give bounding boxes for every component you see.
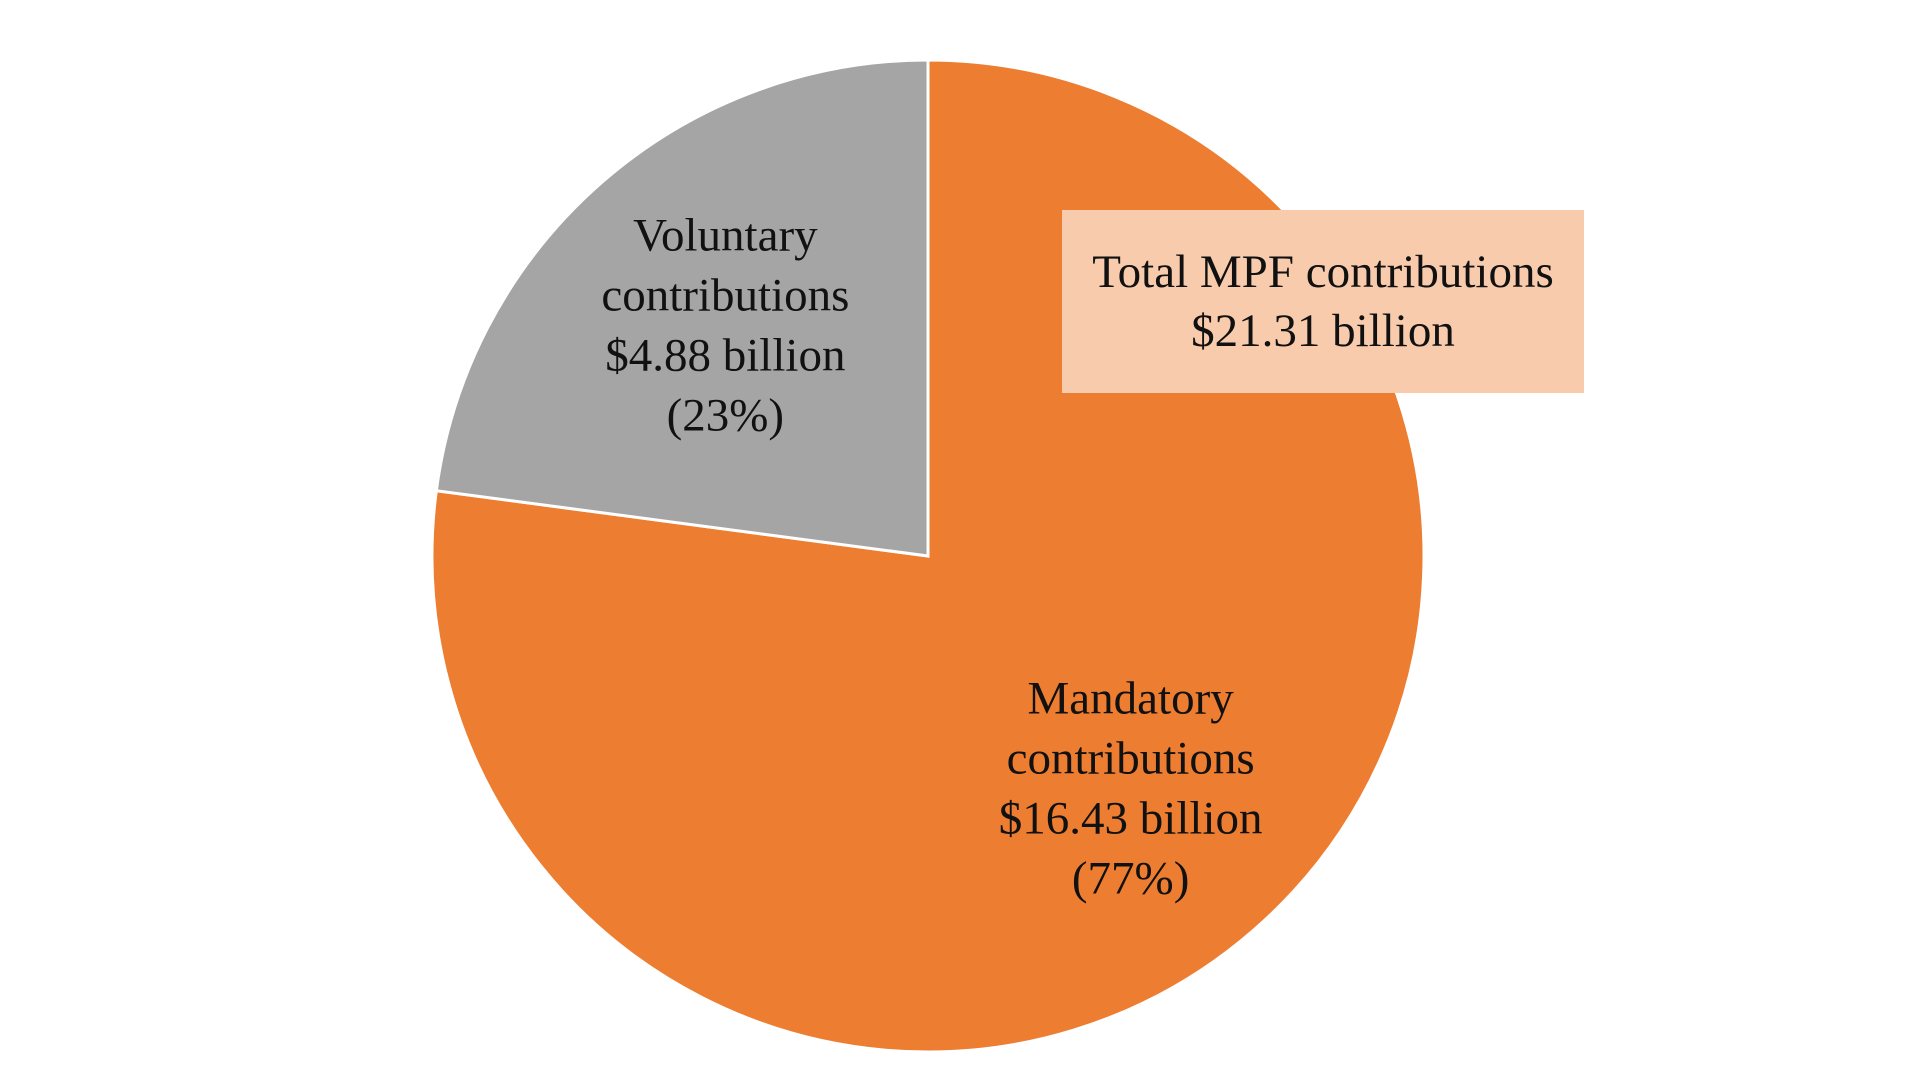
slice-label-name-2: contributions — [601, 270, 849, 322]
slice-label-name-1: Voluntary — [633, 210, 818, 262]
slice-label-name-2: contributions — [1007, 732, 1255, 784]
slice-label-value: $16.43 billion — [999, 792, 1263, 844]
slice-label-name-1: Mandatory — [1028, 672, 1235, 724]
pie-slices — [430, 58, 1426, 1054]
slice-label-value: $4.88 billion — [605, 330, 845, 382]
slice-label-percent: (77%) — [1072, 852, 1189, 904]
slice-voluntary-contributions — [434, 58, 930, 558]
slice-label-mandatory-contributions: Mandatory contributions $16.43 billion (77%… — [999, 672, 1263, 904]
total-value: $21.31 billion — [1191, 304, 1455, 357]
pie-labels: Mandatory contributions $16.43 billion (77%… — [601, 210, 1262, 905]
slice-label-percent: (23%) — [667, 390, 784, 442]
total-title: Total MPF contributions — [1092, 245, 1554, 298]
slice-label-voluntary-contributions: Voluntary contributions $4.88 billion (23%) — [601, 210, 849, 442]
total-contributions-callout: Total MPF contributions $21.31 billion — [1062, 210, 1584, 393]
